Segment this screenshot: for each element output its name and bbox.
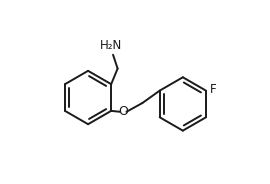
Text: O: O — [118, 105, 128, 118]
Text: F: F — [210, 83, 217, 96]
Text: H₂N: H₂N — [100, 39, 122, 52]
